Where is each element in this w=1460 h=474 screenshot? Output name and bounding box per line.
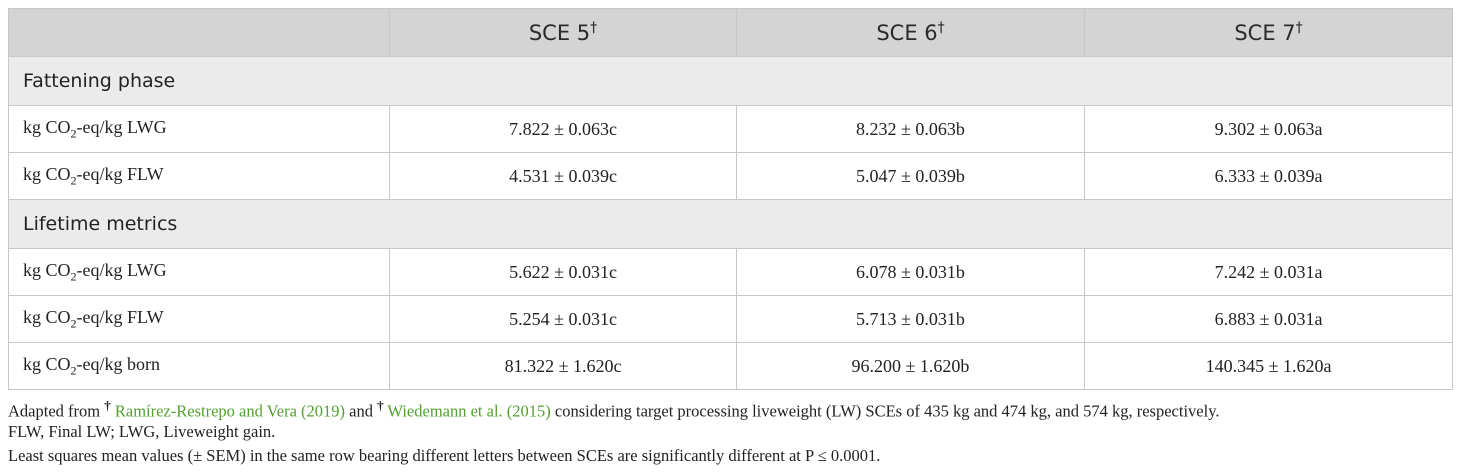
cell-value: 9.302 ± 0.063a xyxy=(1084,105,1453,153)
cell-value: 5.254 ± 0.031c xyxy=(389,295,737,343)
section-row: Fattening phase xyxy=(8,56,1453,106)
reference-link[interactable]: Wiedemann et al. (2015) xyxy=(387,401,551,421)
header-mark: † xyxy=(937,20,945,36)
cell-value: 7.822 ± 0.063c xyxy=(389,105,737,153)
cell-value: 4.531 ± 0.039c xyxy=(389,152,737,200)
row-label: kg CO2-eq/kg FLW xyxy=(8,152,390,200)
label-part: kg CO xyxy=(23,259,71,280)
row-label: kg CO2-eq/kg born xyxy=(8,342,390,390)
label-subscript: 2 xyxy=(70,173,77,188)
cell-value: 7.242 ± 0.031a xyxy=(1084,248,1453,296)
header-empty xyxy=(8,8,390,57)
footnote-line: Least squares mean values (± SEM) in the… xyxy=(8,446,1220,470)
cell-value: 6.883 ± 0.031a xyxy=(1084,295,1453,343)
column-header: SCE 6† xyxy=(736,8,1085,57)
footnote-line: FLW, Final LW; LWG, Liveweight gain. xyxy=(8,422,1220,446)
table-body: Fattening phase kg CO2-eq/kg LWG 7.822 ± 0… xyxy=(8,56,1453,390)
footnote-text: considering target processing liveweight… xyxy=(554,401,1220,421)
footnote-text: Adapted from xyxy=(8,401,101,421)
section-title: Fattening phase xyxy=(8,56,1453,106)
cell-value: 5.622 ± 0.031c xyxy=(389,248,737,296)
footnote-text: and xyxy=(349,401,373,421)
section-row: Lifetime metrics xyxy=(8,199,1453,249)
footnote-text: Least squares mean values (± SEM) in the… xyxy=(8,446,881,465)
footnote-mark: † xyxy=(104,398,111,413)
label-subscript: 2 xyxy=(70,126,77,141)
label-subscript: 2 xyxy=(70,316,77,331)
data-row: kg CO2-eq/kg FLW 5.254 ± 0.031c 5.713 ± 0.… xyxy=(8,295,1453,343)
label-part: -eq/kg FLW xyxy=(76,306,164,327)
label-part: -eq/kg FLW xyxy=(76,163,164,184)
footnote-text: FLW, Final LW; LWG, Liveweight gain. xyxy=(8,422,276,441)
data-table: SCE 5† SCE 6† SCE 7† Fattening phase kg CO2… xyxy=(8,8,1453,390)
section-title: Lifetime metrics xyxy=(8,199,1453,249)
label-part: kg CO xyxy=(23,116,71,137)
header-mark: † xyxy=(590,20,598,36)
cell-value: 8.232 ± 0.063b xyxy=(736,105,1085,153)
column-header: SCE 5† xyxy=(389,8,737,57)
label-subscript: 2 xyxy=(70,363,77,378)
reference-link[interactable]: Ramírez-Restrepo and Vera (2019) xyxy=(114,401,346,421)
cell-value: 6.333 ± 0.039a xyxy=(1084,152,1453,200)
column-header: SCE 7† xyxy=(1084,8,1453,57)
data-row: kg CO2-eq/kg LWG 5.622 ± 0.031c 6.078 ± 0.… xyxy=(8,248,1453,296)
header-mark: † xyxy=(1295,20,1303,36)
header-text: SCE 7 xyxy=(1234,21,1296,45)
header-row: SCE 5† SCE 6† SCE 7† xyxy=(8,8,1453,57)
row-label: kg CO2-eq/kg FLW xyxy=(8,295,390,343)
row-label: kg CO2-eq/kg LWG xyxy=(8,248,390,296)
header-text: SCE 6 xyxy=(876,21,938,45)
label-part: kg CO xyxy=(23,163,71,184)
label-part: -eq/kg LWG xyxy=(76,116,167,137)
cell-value: 96.200 ± 1.620b xyxy=(736,342,1085,390)
label-part: kg CO xyxy=(23,353,71,374)
row-label: kg CO2-eq/kg LWG xyxy=(8,105,390,153)
header-text: SCE 5 xyxy=(528,21,591,45)
footnote-mark: † xyxy=(377,398,384,413)
label-part: -eq/kg LWG xyxy=(76,259,167,280)
label-part: kg CO xyxy=(23,306,71,327)
table-wrap: SCE 5† SCE 6† SCE 7† Fattening phase kg CO2… xyxy=(8,8,1453,390)
cell-value: 81.322 ± 1.620c xyxy=(389,342,737,390)
label-part: -eq/kg born xyxy=(76,353,160,374)
cell-value: 5.047 ± 0.039b xyxy=(736,152,1085,200)
data-row: kg CO2-eq/kg LWG 7.822 ± 0.063c 8.232 ± 0.… xyxy=(8,105,1453,153)
cell-value: 5.713 ± 0.031b xyxy=(736,295,1085,343)
label-subscript: 2 xyxy=(70,269,77,284)
data-row: kg CO2-eq/kg FLW 4.531 ± 0.039c 5.047 ± 0.… xyxy=(8,152,1453,200)
cell-value: 140.345 ± 1.620a xyxy=(1084,342,1453,390)
cell-value: 6.078 ± 0.031b xyxy=(736,248,1085,296)
footnotes: Adapted from † Ramírez-Restrepo and Vera… xyxy=(8,398,1220,470)
footnote-line: Adapted from † Ramírez-Restrepo and Vera… xyxy=(8,398,1220,422)
data-row: kg CO2-eq/kg born 81.322 ± 1.620c 96.200 ±… xyxy=(8,342,1453,390)
